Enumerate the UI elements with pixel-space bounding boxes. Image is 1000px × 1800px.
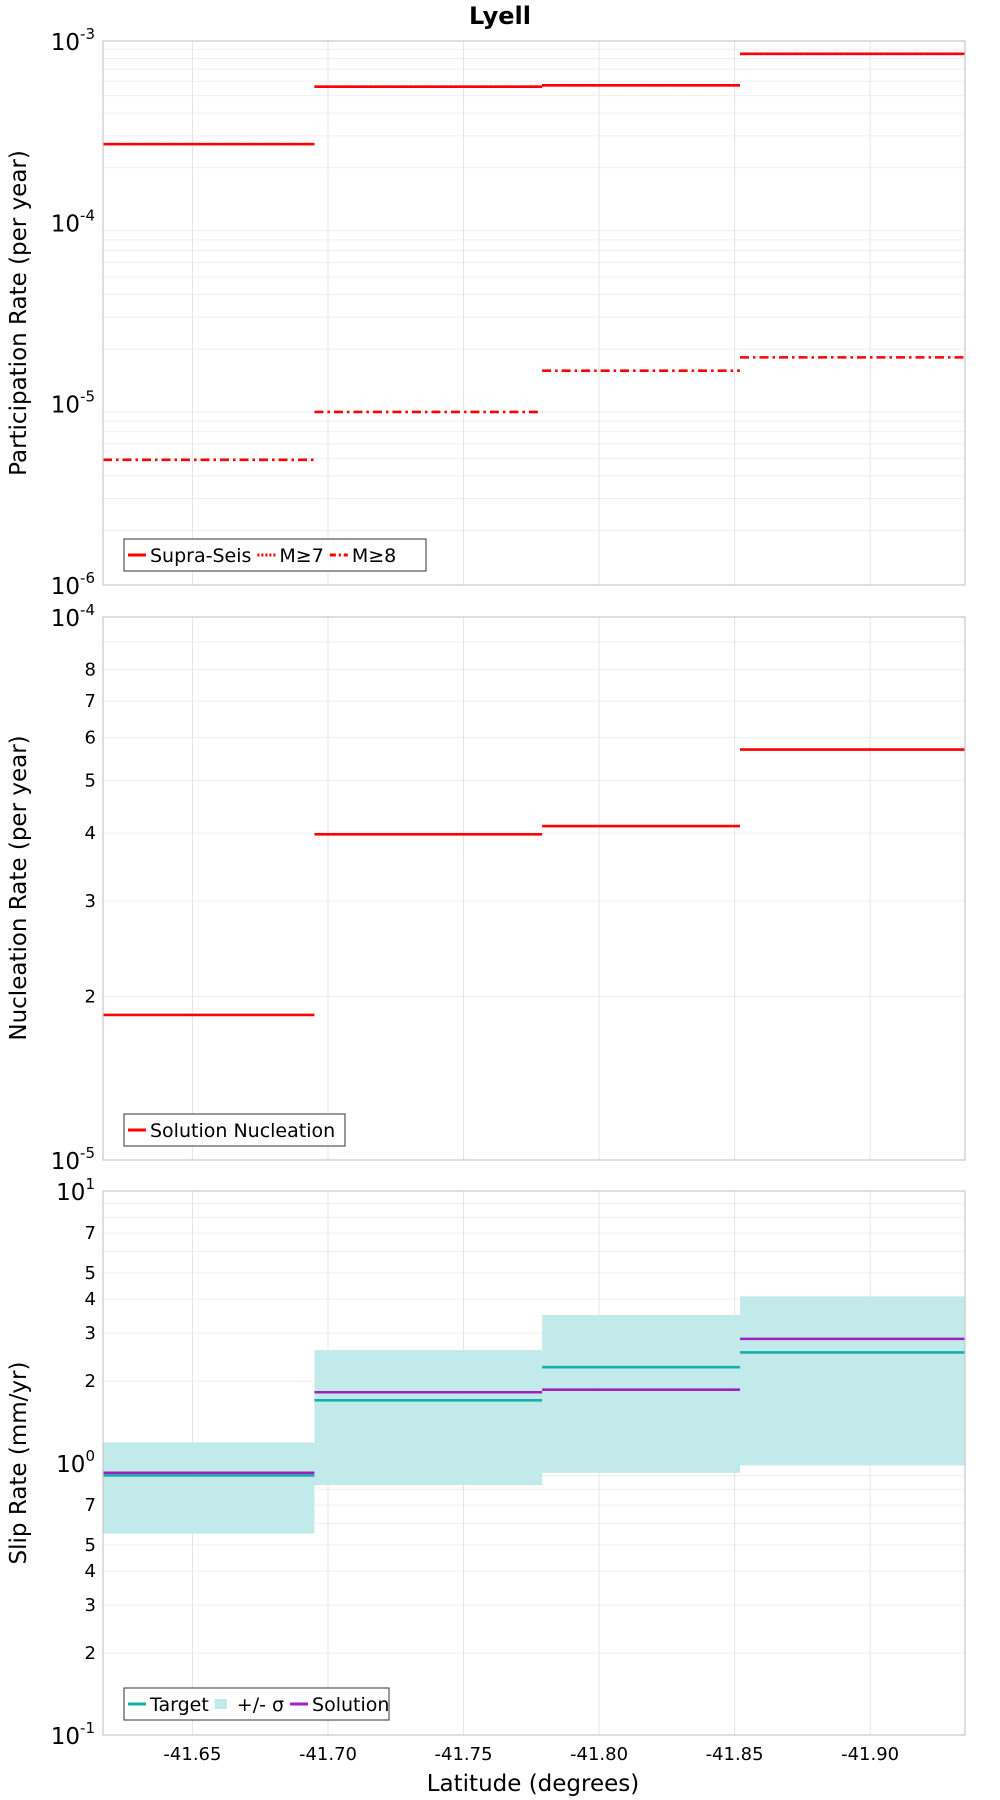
- slip-y-tick-label: 100: [56, 1447, 95, 1478]
- slip-band-segment: [542, 1315, 741, 1473]
- slip-panel: 101 100 10-1 7 5 4 3 2 7 5 4 3 2 Slip Rate (mm/yr) Tar…: [6, 1175, 966, 1750]
- nucleation-legend-box: [123, 1113, 346, 1147]
- nucleation-series-solution-nucleation: [103, 748, 965, 1017]
- nucleation-grid: [103, 617, 965, 1160]
- slip-y-minor-tick-label: 3: [85, 1595, 96, 1616]
- x-tick-label: -41.70: [299, 1744, 357, 1765]
- slip-y-minor-tick-label: 5: [85, 1263, 96, 1284]
- nucleation-plot-frame: [102, 616, 966, 1161]
- participation-y-tick-label: 10-4: [51, 206, 95, 237]
- slip-y-minor-tick-label: 4: [85, 1561, 96, 1582]
- slip-y-minor-tick-label: 3: [85, 1323, 96, 1344]
- nucleation-legend: Solution Nucleation: [123, 1113, 346, 1147]
- nucleation-y-minor-tick-label: 6: [85, 727, 96, 748]
- participation-plot-frame: [102, 40, 966, 586]
- participation-panel: 10-3 10-4 10-5 10-6 Participation Rate (per …: [6, 25, 966, 600]
- slip-y-minor-tick-label: 7: [85, 1495, 96, 1516]
- participation-y-axis-label: Participation Rate (per year): [6, 150, 32, 476]
- participation-y-tick-label: 10-6: [51, 569, 95, 600]
- x-tick-label: -41.65: [163, 1744, 221, 1765]
- slip-sigma-band: [103, 1296, 965, 1534]
- slip-y-minor-tick-label: 2: [85, 1643, 96, 1664]
- participation-legend-label: M≥7: [279, 545, 323, 567]
- chart-title: Lyell: [469, 2, 531, 30]
- participation-legend: Supra-Seis M≥7 M≥8: [123, 538, 427, 572]
- slip-band-segment: [314, 1350, 543, 1486]
- x-tick-label: -41.85: [706, 1744, 764, 1765]
- x-axis-label: Latitude (degrees): [427, 1771, 640, 1797]
- nucleation-y-minor-tick-label: 5: [85, 770, 96, 791]
- participation-series-m-7: [103, 52, 965, 146]
- slip-legend-box: [123, 1687, 390, 1721]
- x-tick-label: -41.75: [435, 1744, 493, 1765]
- slip-legend-label: Solution: [312, 1694, 389, 1716]
- slip-y-tick-label: 10-1: [51, 1719, 95, 1750]
- slip-y-minor-tick-label: 2: [85, 1371, 96, 1392]
- x-axis-ticks: -41.65 -41.70 -41.75 -41.80 -41.85 -41.90: [163, 1744, 899, 1765]
- nucleation-y-minor-tick-label: 7: [85, 691, 96, 712]
- nucleation-panel: 10-4 10-5 8 7 6 5 4 3 2 Nucleation Rate (per year…: [6, 601, 966, 1175]
- slip-y-minor-tick-label: 5: [85, 1535, 96, 1556]
- nucleation-y-minor-tick-label: 2: [85, 987, 96, 1008]
- slip-y-axis-label: Slip Rate (mm/yr): [6, 1362, 32, 1565]
- slip-series-target: [103, 1351, 965, 1477]
- participation-series-m-8: [103, 356, 965, 462]
- slip-plot-frame: [102, 1190, 966, 1736]
- nucleation-y-axis-label: Nucleation Rate (per year): [6, 735, 32, 1040]
- slip-band-segment: [103, 1442, 315, 1534]
- x-tick-label: -41.80: [570, 1744, 628, 1765]
- nucleation-y-minor-tick-label: 8: [85, 660, 96, 681]
- nucleation-legend-label: Solution Nucleation: [150, 1120, 335, 1142]
- participation-grid: [103, 41, 965, 585]
- participation-legend-label: M≥8: [352, 545, 396, 567]
- nucleation-y-tick-label: 10-4: [51, 601, 95, 632]
- slip-y-minor-tick-label: 4: [85, 1289, 96, 1310]
- slip-y-tick-label: 101: [56, 1175, 95, 1206]
- x-tick-label: -41.90: [841, 1744, 899, 1765]
- participation-legend-label: Supra-Seis: [150, 545, 251, 567]
- nucleation-y-tick-label: 10-5: [51, 1144, 95, 1175]
- slip-legend-label: +/- σ: [237, 1694, 284, 1716]
- slip-series-solution: [103, 1337, 965, 1475]
- nucleation-y-minor-tick-label: 3: [85, 891, 96, 912]
- nucleation-y-minor-tick-label: 4: [85, 823, 96, 844]
- participation-y-tick-label: 10-5: [51, 388, 95, 419]
- slip-y-minor-tick-label: 7: [85, 1223, 96, 1244]
- slip-band-segment: [740, 1296, 965, 1466]
- slip-legend-swatch: [214, 1699, 227, 1709]
- slip-legend-label: Target: [149, 1694, 209, 1716]
- participation-y-tick-label: 10-3: [51, 25, 95, 56]
- slip-legend: Target +/- σ Solution: [123, 1687, 390, 1721]
- participation-series-supra-seis: [103, 52, 965, 146]
